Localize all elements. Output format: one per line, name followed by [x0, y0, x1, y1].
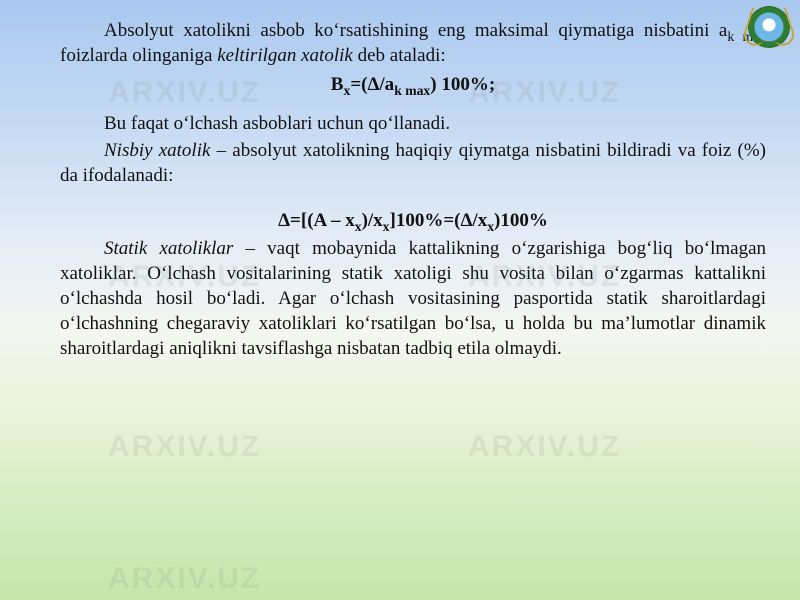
- f2-c: ]100%=(Δ/x: [390, 210, 488, 231]
- state-emblem-icon: [748, 6, 790, 48]
- p1-text-3: deb ataladi:: [353, 45, 446, 66]
- p1-text-1: Absolyut xatolikni asbob ko‘rsatishining…: [104, 20, 727, 41]
- watermark: ARXIV.UZ: [468, 430, 621, 464]
- p3-italic: Nisbiy xatolik: [104, 140, 210, 161]
- f2-d: )100%: [494, 210, 548, 231]
- f2-sub-3: x: [487, 219, 494, 234]
- f2-a: Δ=[(A – x: [278, 210, 355, 231]
- paragraph-1: Absolyut xatolikni asbob ko‘rsatishining…: [60, 18, 766, 68]
- p1-italic: keltirilgan xatolik: [217, 45, 353, 66]
- p1-text-2: foizlarda olinganiga: [60, 45, 217, 66]
- f2-sub-1: x: [355, 219, 362, 234]
- paragraph-2: Bu faqat o‘lchash asboblari uchun qo‘lla…: [60, 111, 766, 136]
- formula-2: Δ=[(A – xx)/xx]100%=(Δ/xx)100%: [60, 208, 766, 233]
- paragraph-4: Statik xatoliklar – vaqt mobaynida katta…: [60, 236, 766, 361]
- p4-italic: Statik xatoliklar: [104, 238, 233, 259]
- watermark: ARXIV.UZ: [108, 430, 261, 464]
- formula-1: Bx=(Δ/ak max) 100%;: [60, 72, 766, 97]
- paragraph-3: Nisbiy xatolik – absolyut xatolikning ha…: [60, 138, 766, 188]
- f1-c: ) 100%;: [430, 74, 495, 95]
- f1-sub-2: k max: [394, 83, 430, 98]
- p2-text: Bu faqat o‘lchash asboblari uchun qo‘lla…: [104, 113, 450, 134]
- f1-a: B: [331, 74, 344, 95]
- f1-b: =(Δ/a: [350, 74, 394, 95]
- watermark: ARXIV.UZ: [108, 562, 261, 596]
- f2-b: )/x: [362, 210, 383, 231]
- f2-sub-2: x: [383, 219, 390, 234]
